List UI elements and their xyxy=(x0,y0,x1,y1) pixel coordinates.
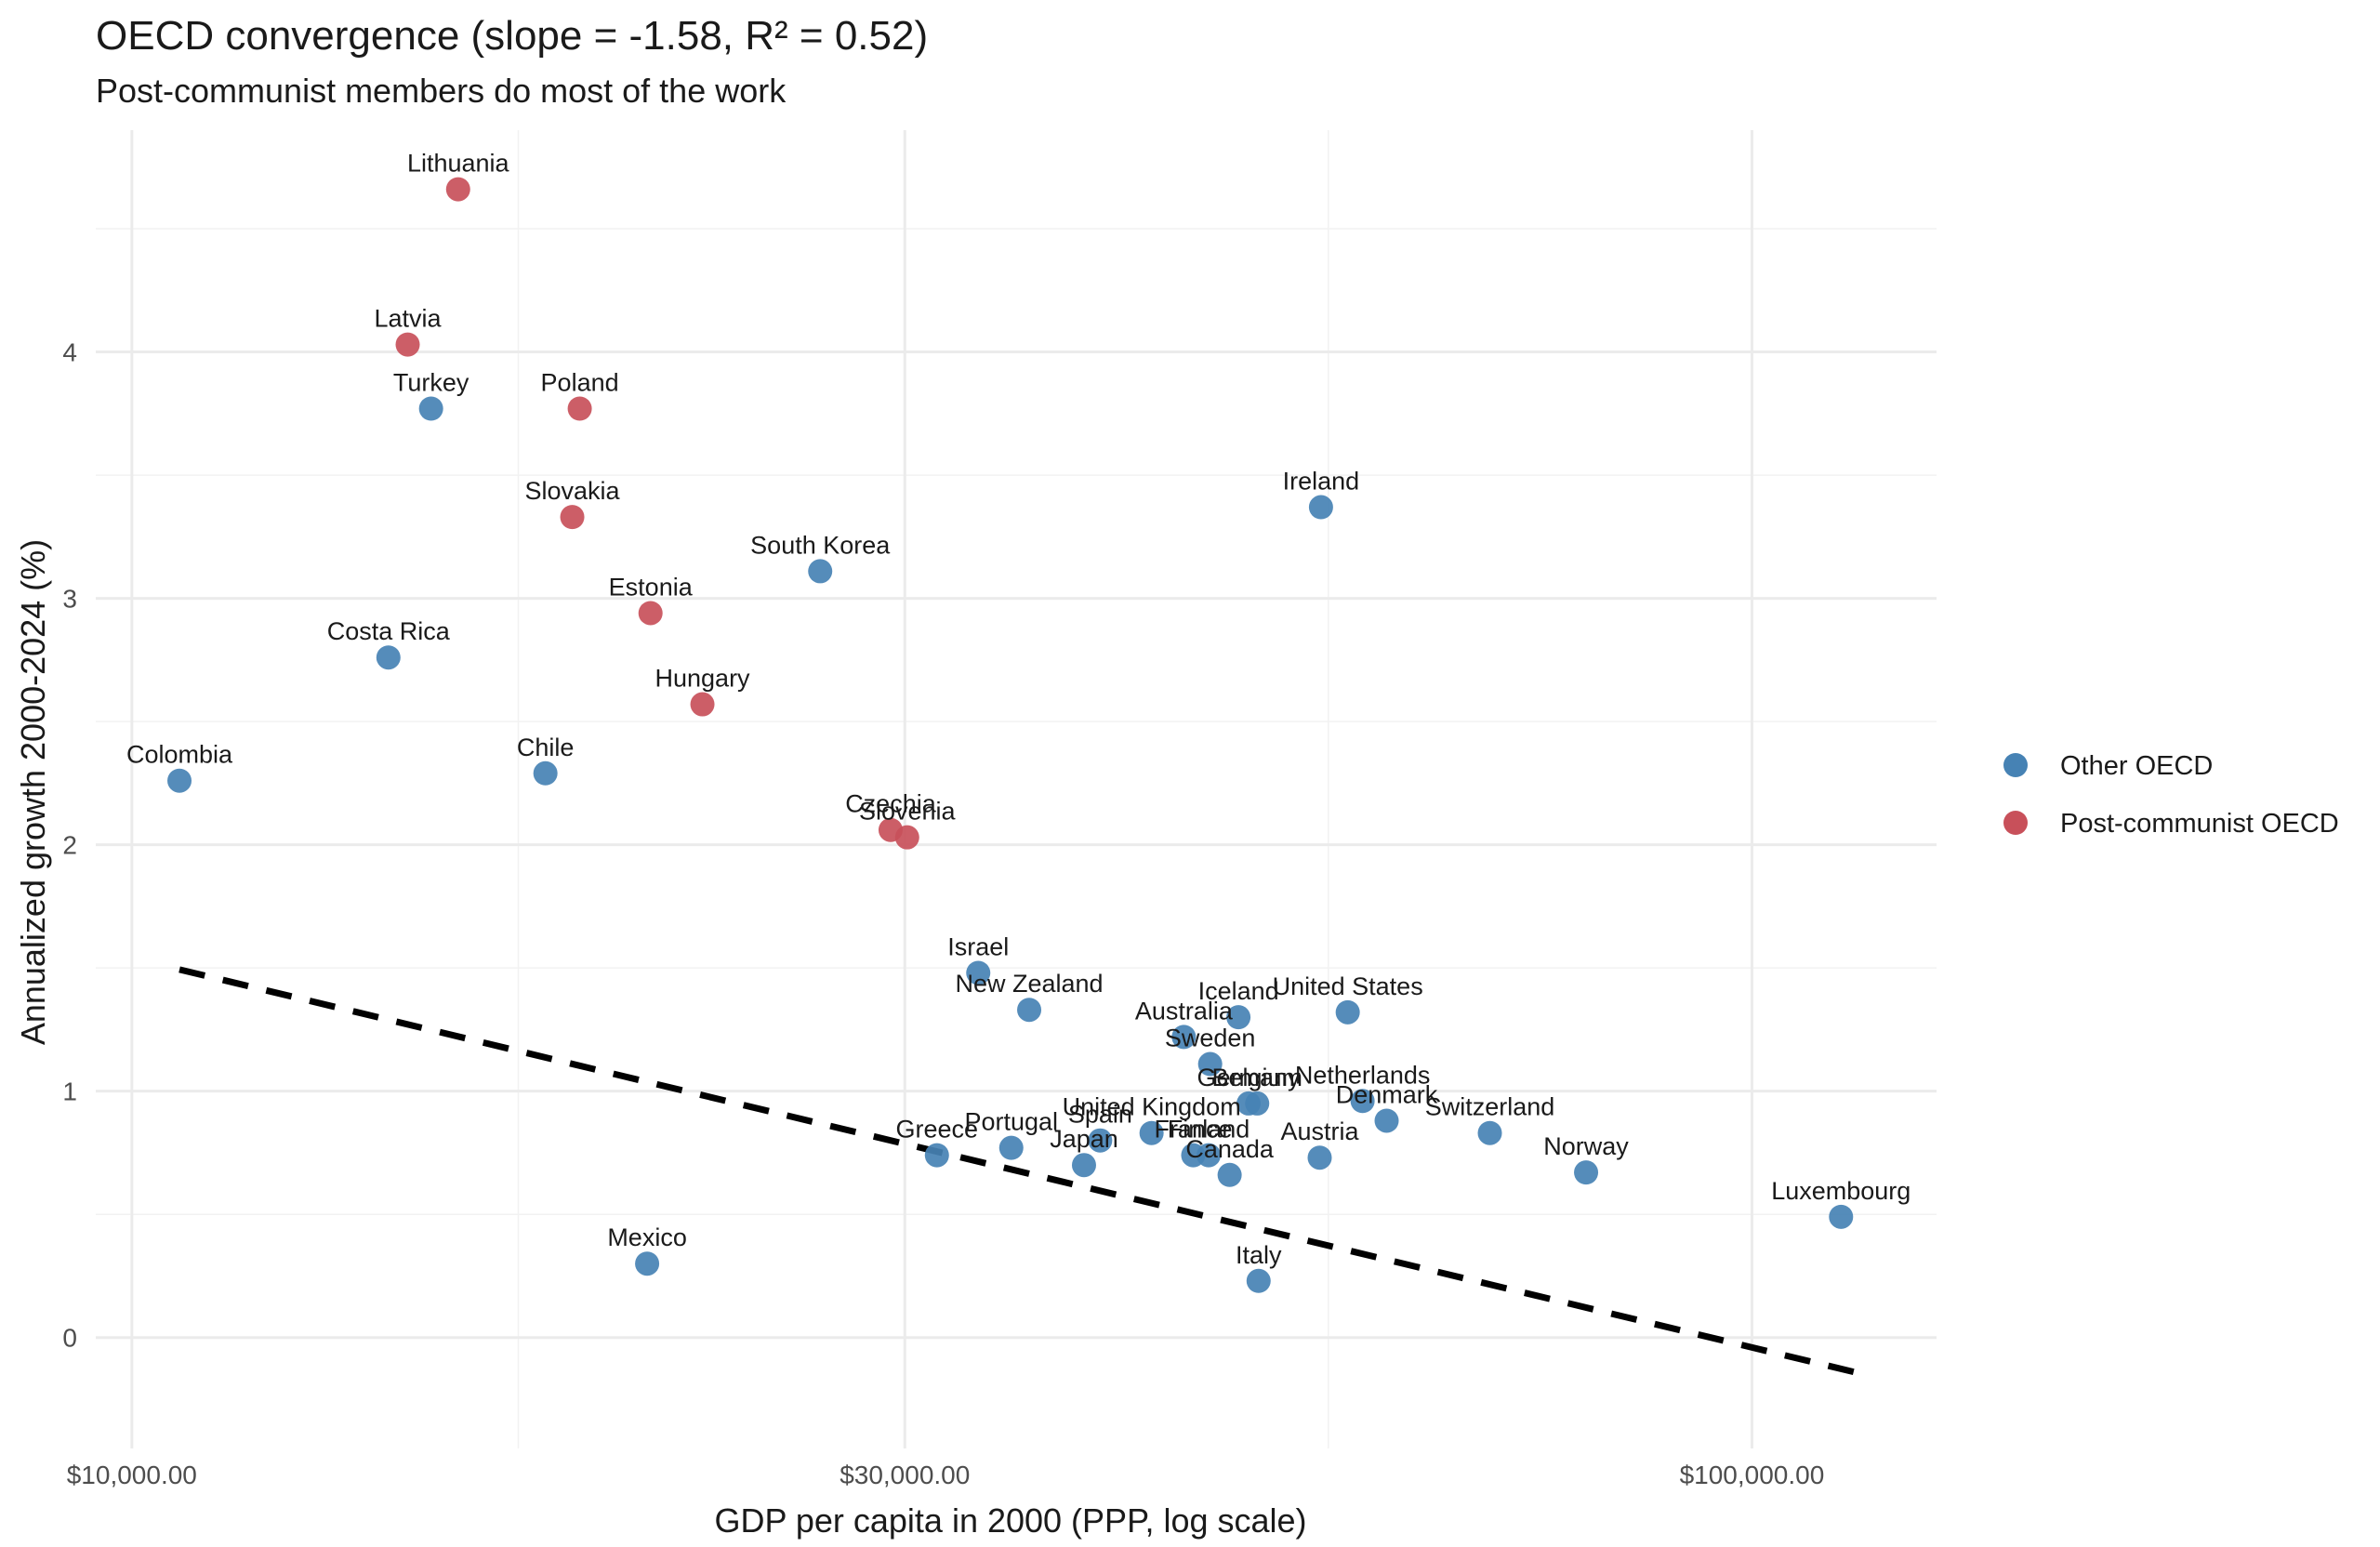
point-label-united-states: United States xyxy=(1273,972,1423,1000)
point-south-korea xyxy=(808,559,833,584)
point-slovakia xyxy=(560,505,585,530)
point-label-czechia: Czechia xyxy=(845,790,937,818)
point-ireland xyxy=(1308,495,1333,520)
y-axis-title: Annualized growth 2000-2024 (%) xyxy=(14,539,52,1045)
point-estonia xyxy=(638,601,663,626)
point-chile xyxy=(533,760,558,786)
point-label-spain: Spain xyxy=(1068,1101,1132,1129)
point-label-latvia: Latvia xyxy=(374,305,442,333)
point-mexico xyxy=(635,1251,660,1276)
point-switzerland xyxy=(1477,1120,1502,1145)
y-tick-label: 4 xyxy=(62,338,77,367)
point-label-colombia: Colombia xyxy=(126,741,233,769)
point-label-finland: Finland xyxy=(1168,1116,1250,1144)
point-label-greece: Greece xyxy=(896,1116,979,1144)
point-label-poland: Poland xyxy=(541,369,619,397)
legend: Other OECD Post-communist OECD xyxy=(2003,751,2339,839)
legend-key-other-oecd xyxy=(2003,753,2028,777)
point-japan xyxy=(1071,1153,1096,1178)
point-italy xyxy=(1246,1268,1271,1293)
point-finland xyxy=(1197,1143,1222,1168)
point-canada xyxy=(1217,1162,1242,1187)
legend-label-post-communist-oecd: Post-communist OECD xyxy=(2060,809,2339,839)
point-label-japan: Japan xyxy=(1050,1125,1118,1153)
point-label-portugal: Portugal xyxy=(964,1108,1058,1136)
point-layer xyxy=(167,177,1854,1293)
point-hungary xyxy=(690,692,715,717)
point-colombia xyxy=(167,768,192,793)
point-label-hungary: Hungary xyxy=(655,665,751,693)
point-label-united-kingdom: United Kingdom xyxy=(1063,1093,1241,1121)
y-tick-label: 1 xyxy=(62,1078,77,1106)
point-spain xyxy=(1088,1128,1113,1153)
point-portugal xyxy=(998,1135,1024,1160)
point-label-estonia: Estonia xyxy=(609,573,694,601)
point-united-states xyxy=(1335,999,1360,1025)
x-tick-label: $100,000.00 xyxy=(1680,1461,1825,1489)
point-label-israel: Israel xyxy=(947,932,1009,960)
point-label-france: France xyxy=(1154,1116,1232,1144)
y-tick-label: 0 xyxy=(62,1324,77,1353)
point-australia xyxy=(1171,1025,1197,1050)
point-label-new-zealand: New Zealand xyxy=(955,970,1103,998)
point-norway xyxy=(1574,1160,1599,1185)
legend-label-other-oecd: Other OECD xyxy=(2060,751,2213,781)
point-label-denmark: Denmark xyxy=(1336,1080,1438,1108)
point-iceland xyxy=(1226,1005,1251,1030)
point-label-slovenia: Slovenia xyxy=(859,798,957,826)
point-sweden xyxy=(1197,1051,1223,1077)
point-label-norway: Norway xyxy=(1543,1132,1629,1160)
point-label-netherlands: Netherlands xyxy=(1295,1061,1431,1089)
point-label-belgium: Belgium xyxy=(1211,1064,1302,1091)
point-label-germany: Germany xyxy=(1197,1064,1301,1091)
grid-layer xyxy=(96,130,1937,1448)
point-label-switzerland: Switzerland xyxy=(1425,1093,1555,1121)
point-label-australia: Australia xyxy=(1135,997,1234,1025)
x-tick-label: $10,000.00 xyxy=(67,1461,197,1489)
chart-subtitle: Post-communist members do most of the wo… xyxy=(96,72,787,110)
point-latvia xyxy=(395,332,420,357)
point-label-costa-rica: Costa Rica xyxy=(327,617,451,645)
point-turkey xyxy=(418,396,443,421)
trend-layer xyxy=(178,966,1858,1376)
point-label-iceland: Iceland xyxy=(1198,977,1279,1005)
point-label-turkey: Turkey xyxy=(393,369,469,397)
y-tick-label: 3 xyxy=(62,585,77,614)
trend-line xyxy=(178,966,1858,1376)
x-axis-title: GDP per capita in 2000 (PPP, log scale) xyxy=(714,1501,1306,1540)
point-netherlands xyxy=(1350,1089,1375,1114)
point-label-south-korea: South Korea xyxy=(750,531,891,559)
point-label-canada: Canada xyxy=(1185,1135,1275,1163)
point-label-layer: Colombia Turkey Costa Rica Chile Mexico South… xyxy=(126,150,1911,1269)
point-label-lithuania: Lithuania xyxy=(407,150,510,178)
point-label-chile: Chile xyxy=(517,734,575,761)
point-united-kingdom xyxy=(1139,1120,1164,1145)
point-costa-rica xyxy=(376,645,401,670)
point-luxembourg xyxy=(1829,1204,1854,1229)
point-israel xyxy=(966,960,991,985)
point-label-sweden: Sweden xyxy=(1165,1025,1256,1052)
point-label-austria: Austria xyxy=(1280,1117,1359,1145)
point-austria xyxy=(1307,1145,1332,1170)
point-label-slovakia: Slovakia xyxy=(525,477,621,505)
chart-title: OECD convergence (slope = -1.58, R² = 0.… xyxy=(96,13,928,59)
point-label-italy: Italy xyxy=(1236,1241,1282,1269)
point-greece xyxy=(924,1143,949,1168)
point-label-mexico: Mexico xyxy=(607,1223,687,1251)
point-belgium xyxy=(1245,1091,1270,1116)
point-new-zealand xyxy=(1017,998,1042,1023)
point-poland xyxy=(567,396,592,421)
point-label-luxembourg: Luxembourg xyxy=(1771,1177,1911,1205)
tick-layer: 0 1 2 3 4 $10,000.00 $30,000.00 $100,000.00 xyxy=(62,338,1824,1489)
legend-key-post-communist-oecd xyxy=(2003,811,2028,835)
point-slovenia xyxy=(894,825,919,850)
point-lithuania xyxy=(445,177,470,202)
point-label-ireland: Ireland xyxy=(1283,468,1360,496)
x-tick-label: $30,000.00 xyxy=(840,1461,970,1489)
y-tick-label: 2 xyxy=(62,831,77,860)
point-denmark xyxy=(1374,1108,1399,1133)
